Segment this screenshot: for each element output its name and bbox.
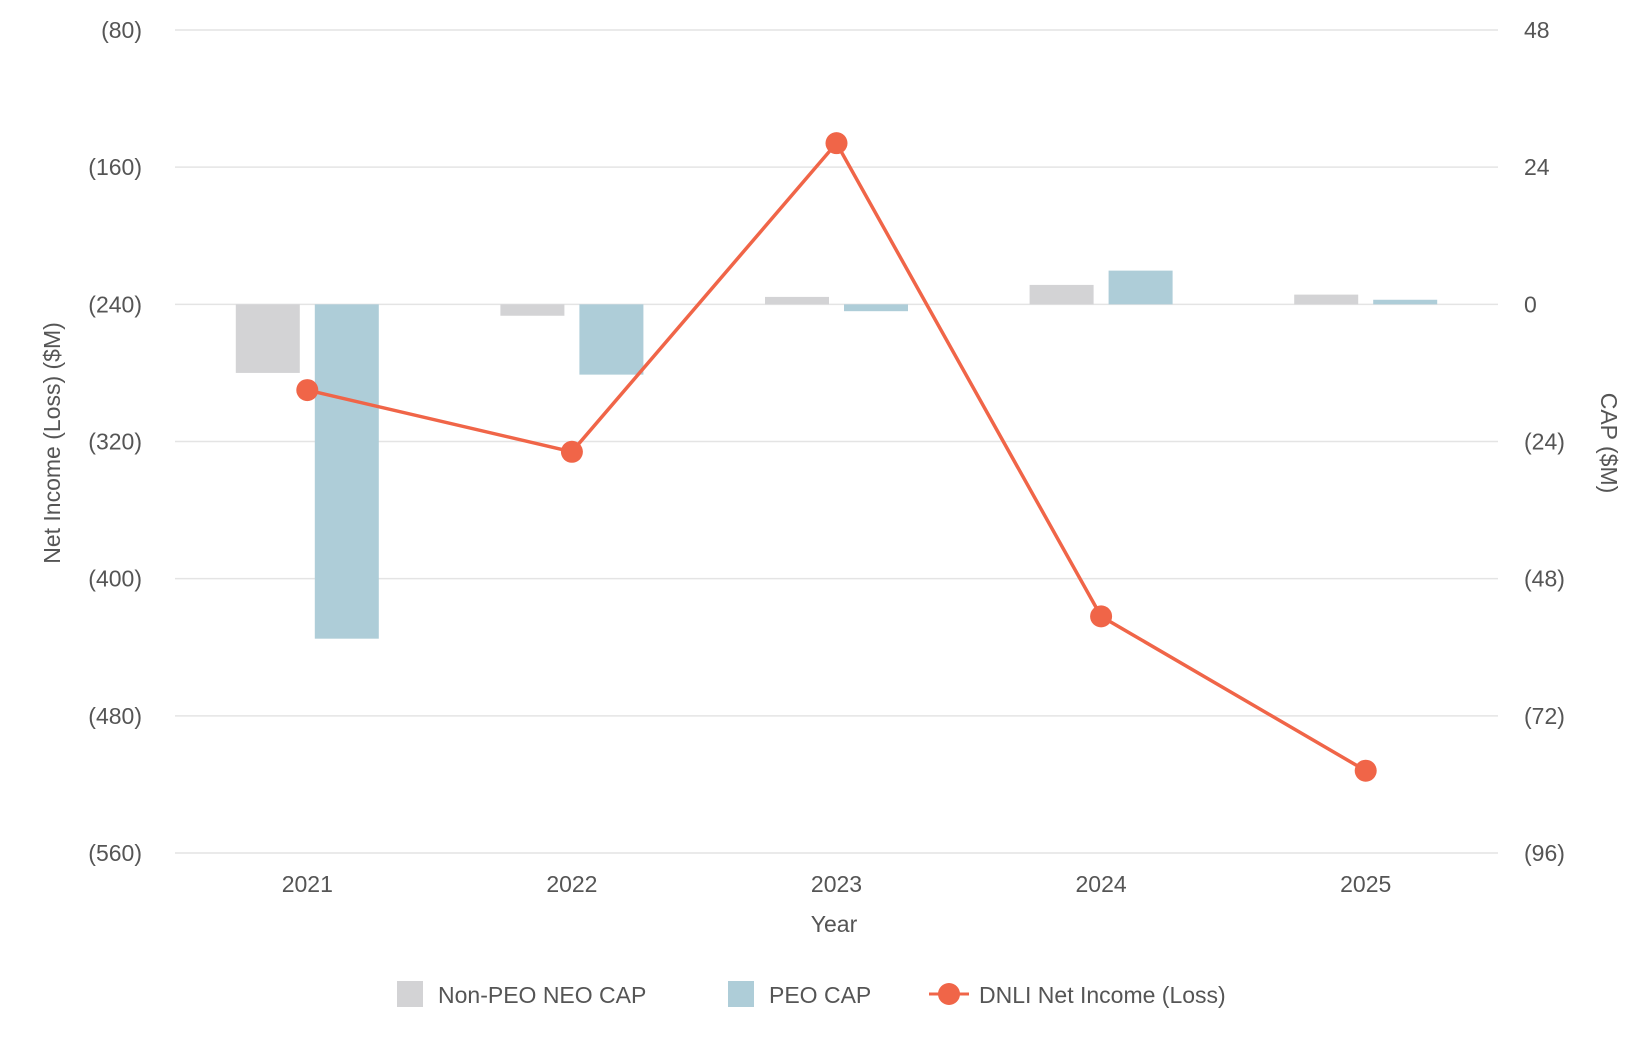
legend-label-peo: PEO CAP xyxy=(769,982,871,1008)
bar-peo-cap xyxy=(579,304,644,375)
right-tick-label: 0 xyxy=(1524,291,1537,317)
right-axis-ticks: 48 24 0 (24) (48) (72) (96) xyxy=(1524,17,1565,866)
right-axis-title: CAP ($M) xyxy=(1596,393,1622,494)
right-tick-label: 24 xyxy=(1524,154,1550,180)
net-income-point xyxy=(296,379,319,402)
bar-non-peo-neo-cap xyxy=(765,296,829,305)
net-income-point xyxy=(1090,605,1113,628)
net-income-series-line xyxy=(306,140,1367,773)
net-income-point xyxy=(560,440,583,463)
legend-label-non-peo: Non-PEO NEO CAP xyxy=(438,982,646,1008)
right-tick-label: (96) xyxy=(1524,840,1565,866)
bar-peo-cap xyxy=(1108,270,1173,305)
legend-item-net-income: DNLI Net Income (Loss) xyxy=(929,982,1226,1008)
left-tick-label: (320) xyxy=(88,429,142,455)
legend: Non-PEO NEO CAP PEO CAP DNLI Net Income … xyxy=(397,981,1226,1008)
legend-marker-net-income xyxy=(938,983,960,1005)
bar-non-peo-neo-cap xyxy=(1029,284,1094,305)
left-tick-label: (400) xyxy=(88,566,142,592)
right-tick-label: (48) xyxy=(1524,566,1565,592)
x-tick-label: 2022 xyxy=(546,871,597,897)
bar-non-peo-neo-cap xyxy=(235,304,300,373)
left-tick-label: (160) xyxy=(88,154,142,180)
left-tick-label: (480) xyxy=(88,703,142,729)
right-tick-label: 48 xyxy=(1524,17,1550,43)
legend-swatch-peo xyxy=(728,981,754,1007)
right-tick-label: (72) xyxy=(1524,703,1565,729)
bar-non-peo-neo-cap xyxy=(500,304,565,316)
left-axis-ticks: (80) (160) (240) (320) (400) (480) (560) xyxy=(88,17,142,866)
x-axis-title: Year xyxy=(811,911,858,937)
x-axis-ticks: 2021 2022 2023 2024 2025 xyxy=(282,871,1392,897)
right-tick-label: (24) xyxy=(1524,429,1565,455)
x-tick-label: 2023 xyxy=(811,871,862,897)
net-income-point xyxy=(825,132,848,155)
x-tick-label: 2021 xyxy=(282,871,333,897)
x-tick-label: 2024 xyxy=(1076,871,1127,897)
bars xyxy=(235,270,1438,639)
bar-peo-cap xyxy=(844,304,908,312)
gridlines xyxy=(175,29,1498,854)
bar-non-peo-neo-cap xyxy=(1294,294,1359,305)
net-income-line xyxy=(296,132,1377,782)
legend-item-peo: PEO CAP xyxy=(728,981,871,1008)
left-tick-label: (80) xyxy=(101,17,142,43)
left-tick-label: (240) xyxy=(88,291,142,317)
left-tick-label: (560) xyxy=(88,840,142,866)
net-income-point xyxy=(1354,759,1377,782)
x-tick-label: 2025 xyxy=(1340,871,1391,897)
legend-item-non-peo: Non-PEO NEO CAP xyxy=(397,981,646,1008)
legend-swatch-non-peo xyxy=(397,981,423,1007)
bar-peo-cap xyxy=(1373,299,1438,305)
legend-label-net-income: DNLI Net Income (Loss) xyxy=(979,982,1226,1008)
left-axis-title: Net Income (Loss) ($M) xyxy=(39,322,65,564)
bar-peo-cap xyxy=(314,304,379,639)
